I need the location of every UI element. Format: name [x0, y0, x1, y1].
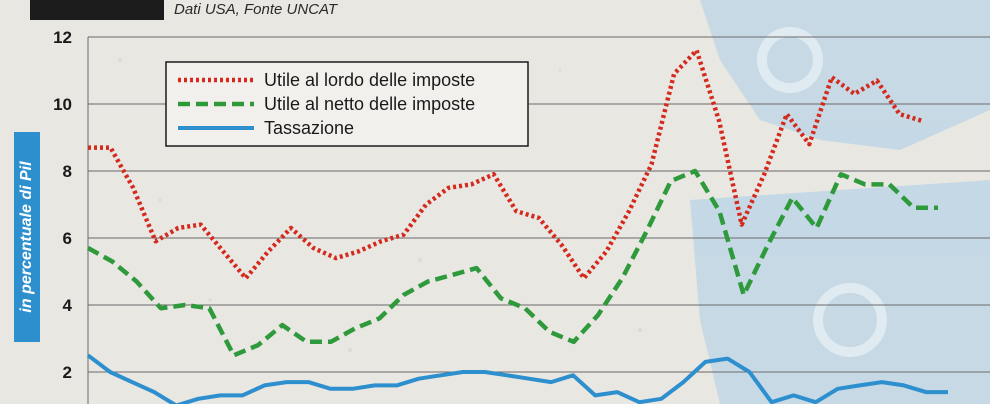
y-tick-label: 4 [63, 296, 73, 315]
y-tick-label: 6 [63, 229, 72, 248]
legend-label-3: Tassazione [264, 118, 354, 138]
y-axis-label-box [14, 132, 40, 342]
series-line-2 [86, 168, 938, 358]
legend-box [165, 61, 529, 147]
y-tick-label: 10 [53, 95, 72, 114]
gridlines [87, 36, 990, 404]
y-tick-label: 12 [53, 28, 72, 47]
legend: Utile al lordo delle imposte Utile al net… [165, 61, 529, 147]
y-tick-label: 8 [63, 162, 72, 181]
series-line-1 [88, 48, 923, 281]
y-tick-labels: 12 10 8 6 4 2 [53, 28, 72, 382]
legend-label-2: Utile al netto delle imposte [264, 94, 475, 114]
series-lines [86, 48, 948, 404]
legend-label-1: Utile al lordo delle imposte [264, 70, 475, 90]
y-tick-label: 2 [63, 363, 72, 382]
series-line-3 [86, 353, 948, 404]
logo [30, 0, 164, 20]
chart-subtitle: Dati USA, Fonte UNCAT [174, 1, 338, 18]
